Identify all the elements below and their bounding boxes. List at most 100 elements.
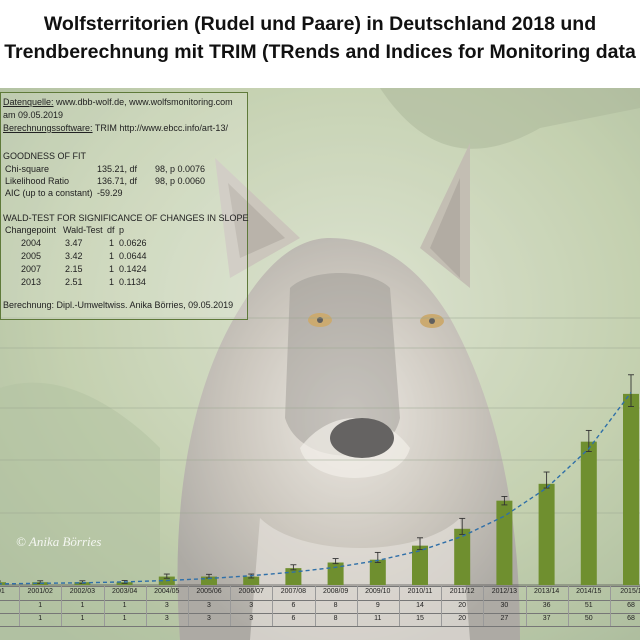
table-cell: 20 xyxy=(458,615,467,622)
error-bar xyxy=(163,573,170,579)
table-cell: 27 xyxy=(500,615,509,622)
table-cell: 37 xyxy=(542,615,551,622)
bars xyxy=(0,393,639,585)
x-tick-label: 2005/06 xyxy=(196,588,222,595)
table-cell: 3 xyxy=(164,602,169,609)
bar xyxy=(623,393,639,585)
table-cell: 68 xyxy=(627,602,635,609)
watermark: © Anika Börries xyxy=(16,534,102,549)
bar xyxy=(243,576,260,585)
x-tick-label: 2001/02 xyxy=(27,588,53,595)
x-tick-label: 2007/08 xyxy=(280,588,307,595)
table-cell: 1 xyxy=(38,602,43,609)
error-bar xyxy=(290,564,297,571)
bar xyxy=(538,483,555,585)
table-rule xyxy=(0,626,640,627)
software-value: TRIM http://www.ebcc.info/art-13/ xyxy=(92,123,228,133)
error-bar xyxy=(628,374,634,407)
table-divider xyxy=(145,586,147,626)
table-cell: 6 xyxy=(291,615,296,622)
gridlines xyxy=(0,317,640,586)
wald-row: 2004 3.47 1 0.0626 xyxy=(21,238,147,248)
table-cell: 30 xyxy=(500,602,509,609)
wald-row: 2007 2.15 1 0.1424 xyxy=(21,264,147,274)
table-cell: 3 xyxy=(249,615,254,622)
table-cell: 3 xyxy=(207,615,211,622)
table-cell: 3 xyxy=(249,602,254,609)
bar xyxy=(412,545,428,585)
error-bar xyxy=(417,537,423,551)
wolf-photo-background xyxy=(0,88,640,640)
table-cell: 1 xyxy=(122,602,127,609)
gof-row: Chi-square 135.21, df 98, p 0.0076 xyxy=(5,164,206,174)
table-rule xyxy=(0,599,640,601)
error-bar xyxy=(501,496,508,506)
error-bar xyxy=(543,471,550,489)
software-label: Berechnungssoftware: xyxy=(3,123,93,133)
table-cell: 36 xyxy=(542,602,551,609)
wolf-illustration xyxy=(0,88,640,640)
table-cell: 1 xyxy=(0,602,19,609)
gof-title: GOODNESS OF FIT xyxy=(3,151,87,161)
bar xyxy=(0,582,6,585)
table-rule xyxy=(0,613,640,614)
table-divider xyxy=(609,586,611,626)
table-divider xyxy=(314,586,316,626)
table-cell: 15 xyxy=(416,615,424,622)
x-tick-label: 2009/10 xyxy=(365,588,391,595)
table-divider xyxy=(61,586,63,626)
table-cell: 68 xyxy=(627,615,635,622)
x-tick-label: 2003/04 xyxy=(111,588,138,595)
chart-title: Wolfsterritorien (Rudel und Paare) in De… xyxy=(0,10,640,66)
wald-title: WALD-TEST FOR SIGNIFICANCE OF CHANGES IN… xyxy=(3,213,249,223)
wald-row: 2013 2.51 1 0.1134 xyxy=(21,277,146,287)
table-cell: 1 xyxy=(122,615,127,622)
table-cell: 20 xyxy=(458,602,467,609)
x-tick-label: 2008/09 xyxy=(322,588,349,595)
x-tick-label: 2013/14 xyxy=(533,588,560,595)
bar xyxy=(580,441,597,585)
table-cell: 50 xyxy=(584,615,593,622)
table-cell: 1 xyxy=(80,615,85,622)
date-line: am 09.05.2019 xyxy=(3,110,64,120)
table-cell: 3 xyxy=(164,615,169,622)
wald-row: 2005 3.42 1 0.0644 xyxy=(21,251,147,261)
trend-line xyxy=(0,392,632,585)
author-line: Berechnung: Dipl.-Umweltwiss. Anika Börr… xyxy=(3,300,234,310)
table-cell: 1 xyxy=(38,615,43,622)
table-divider xyxy=(19,586,21,626)
x-tick-label: 2011/12 xyxy=(449,588,475,595)
bar xyxy=(496,500,513,585)
table-divider xyxy=(187,586,189,626)
bar xyxy=(201,576,217,585)
table-divider xyxy=(441,586,443,626)
bar xyxy=(285,568,302,585)
table-divider xyxy=(525,586,527,626)
table-divider xyxy=(230,586,232,626)
datasource-label: Datenquelle: xyxy=(3,97,54,107)
error-bar xyxy=(459,517,466,535)
x-tick-label: 2010/11 xyxy=(407,588,433,595)
table-cell: 8 xyxy=(333,602,338,609)
error-bars xyxy=(0,374,634,584)
bar xyxy=(369,559,386,585)
x-tick-label: 0/01 xyxy=(0,588,5,595)
datasource-line: Datenquelle: www.dbb-wolf.de, www.wolfsm… xyxy=(3,97,233,107)
table-cell: 6 xyxy=(291,602,296,609)
table-cell: 1 xyxy=(0,615,19,622)
table-rule xyxy=(0,586,640,587)
wald-header: Changepoint Wald-Test df p xyxy=(5,225,125,235)
info-box: Datenquelle: www.dbb-wolf.de, www.wolfsm… xyxy=(0,92,249,320)
table-cell: 14 xyxy=(416,602,424,609)
gof-row: AIC (up to a constant) -59.29 xyxy=(5,188,123,198)
x-tick-label: 2012/13 xyxy=(491,588,518,595)
table-divider xyxy=(356,586,358,626)
table-cell: 8 xyxy=(333,615,338,622)
x-tick-label: 2014/15 xyxy=(576,588,602,595)
x-tick-label: 2002/03 xyxy=(69,588,96,595)
table-divider xyxy=(567,586,569,626)
error-bar xyxy=(332,558,339,565)
data-table: 0/01 2001/02 2002/03 2003/04 2004/05 2005/06 2… xyxy=(0,586,640,640)
table-cell: 11 xyxy=(374,615,382,622)
